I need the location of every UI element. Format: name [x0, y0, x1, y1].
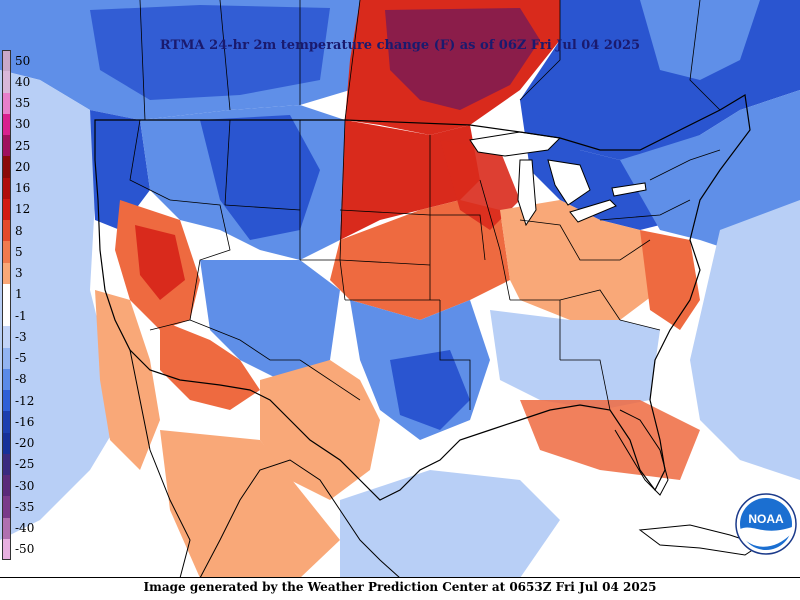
legend-bottom-border: [2, 559, 11, 560]
us-border-outline: [94, 94, 751, 501]
legend-label: -5: [15, 351, 27, 366]
legend-label: 8: [15, 223, 23, 238]
map-title: RTMA 24-hr 2m temperature change (F) as …: [159, 38, 641, 53]
region-pacific-northwest-cool: [90, 110, 150, 230]
legend-swatch: [2, 156, 11, 178]
legend-label: -30: [15, 478, 35, 493]
region-canada-west-strong: [90, 5, 330, 100]
region-rockies-strong-cool: [200, 115, 320, 240]
region-mexico-warm: [160, 430, 340, 578]
region-central-plains-warm: [330, 200, 510, 320]
legend-swatch: [2, 326, 11, 348]
legend-swatch: [2, 496, 11, 518]
noaa-logo-text: NOAA: [748, 512, 784, 526]
legend-label: 3: [15, 266, 23, 281]
legend-label: 35: [15, 96, 31, 111]
legend-swatch: [2, 432, 11, 454]
legend-label: 1: [15, 287, 23, 302]
legend-swatch: [2, 475, 11, 497]
region-four-corners-cool: [200, 260, 340, 380]
legend-swatch: [2, 177, 11, 199]
legend-swatch: [2, 347, 11, 369]
legend-label: 12: [15, 202, 31, 217]
state-lines: [129, 119, 721, 411]
legend-swatch: [2, 113, 11, 135]
region-ark-la-strong-cool: [390, 350, 470, 430]
temperature-change-map: [0, 0, 800, 578]
noaa-logo: NOAA: [735, 493, 797, 555]
legend-label: -8: [15, 372, 27, 387]
region-canada-central-extreme: [385, 8, 540, 110]
legend-label: 50: [15, 53, 31, 68]
legend-swatch: [2, 368, 11, 390]
legend-label: 16: [15, 181, 31, 196]
legend-top-border: [2, 50, 11, 51]
frame-divider: [0, 577, 800, 578]
color-legend: 50 40 35 30 25 20 16 12 8 5 3 1 -1 -3 -5 -8 -12 -16 -20 -25…: [2, 50, 34, 560]
legend-swatch: [2, 262, 11, 284]
legend-label: -3: [15, 329, 27, 344]
legend-label: 25: [15, 138, 31, 153]
canada-lines: [139, 0, 721, 121]
legend-swatch: [2, 283, 11, 305]
legend-swatch: [2, 71, 11, 93]
region-atlantic-light: [690, 200, 800, 480]
legend-swatch: [2, 198, 11, 220]
lake-ontario: [611, 182, 647, 197]
legend-label: 5: [15, 244, 23, 259]
lake-erie: [569, 199, 617, 223]
legend-swatch: [2, 453, 11, 475]
legend-label: -50: [15, 542, 35, 557]
region-canada-east-light: [640, 0, 760, 80]
map-area: [0, 0, 800, 578]
lake-michigan: [517, 159, 537, 227]
region-california-coast-warm: [95, 290, 160, 470]
legend-swatch: [2, 220, 11, 242]
region-mid-atlantic-warm: [640, 230, 700, 330]
mexico-outline: [129, 349, 401, 578]
florida-outline: [614, 409, 669, 496]
legend-swatch: [2, 241, 11, 263]
region-pacific-cool: [0, 70, 120, 540]
region-texas-warm: [260, 360, 380, 500]
legend-swatch: [2, 92, 11, 114]
region-nevada-warm-strong: [135, 225, 185, 300]
legend-swatch: [2, 135, 11, 157]
legend-swatch: [2, 305, 11, 327]
legend-label: -1: [15, 308, 27, 323]
legend-swatch: [2, 390, 11, 412]
footer-credit: Image generated by the Weather Predictio…: [143, 580, 657, 594]
legend-swatch: [2, 517, 11, 539]
legend-label: -16: [15, 414, 35, 429]
legend-label: -40: [15, 521, 35, 536]
legend-label: 40: [15, 74, 31, 89]
region-minnesota-warm: [440, 140, 520, 230]
region-mexico-cool: [340, 470, 560, 578]
legend-label: -12: [15, 393, 35, 408]
legend-swatch: [2, 538, 11, 560]
lake-huron: [547, 159, 591, 206]
legend-label: -20: [15, 436, 35, 451]
legend-swatch: [2, 411, 11, 433]
legend-label: -25: [15, 457, 35, 472]
legend-swatch: [2, 50, 11, 72]
legend-label: 30: [15, 117, 31, 132]
legend-label: -35: [15, 499, 35, 514]
legend-label: 20: [15, 159, 31, 174]
